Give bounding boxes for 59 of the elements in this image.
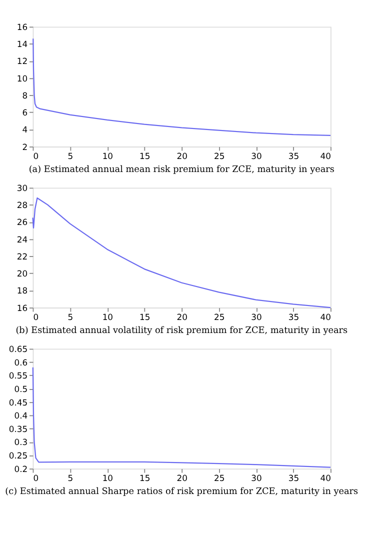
y-tick-label: 14 — [16, 39, 28, 50]
y-tick-label: 12 — [16, 56, 28, 66]
line-series — [32, 366, 332, 468]
line-series — [32, 38, 332, 136]
y-tick-label: 0.25 — [8, 450, 28, 461]
y-tick-label: 26 — [16, 217, 28, 228]
y-tick-label: 0.4 — [14, 410, 28, 421]
y-tick-label: 8 — [22, 90, 28, 100]
y-tick-label: 4 — [22, 124, 28, 135]
y-tick-label: 24 — [16, 234, 28, 244]
x-tick-label: 20 — [176, 312, 188, 322]
text: (c) Estimated annual Sharpe ratios of risk premium for ZCE, maturity in years — [5, 486, 359, 497]
y-tick-label: 6 — [22, 108, 28, 118]
y-tick-label: 10 — [16, 73, 28, 84]
x-tick-label: 40 — [320, 151, 331, 162]
x-tick-label: 5 — [68, 312, 74, 322]
y-tick-label: 16 — [16, 302, 28, 313]
x-tick-label: 20 — [176, 473, 188, 484]
x-tick-label: 10 — [102, 151, 114, 162]
x-tick-label: 10 — [102, 312, 114, 322]
y-tick-label: 18 — [16, 286, 28, 296]
y-tick-label: 0.3 — [14, 437, 28, 448]
x-tick-label: 25 — [214, 473, 225, 484]
x-tick-label: 30 — [251, 312, 262, 322]
x-tick-label: 15 — [140, 151, 150, 162]
x-tick-label: 35 — [288, 473, 300, 484]
y-tick-label: 0.6 — [14, 357, 28, 368]
x-tick-label: 15 — [140, 312, 150, 322]
y-tick-label: 0.5 — [14, 384, 28, 394]
x-tick-label: 10 — [102, 473, 114, 484]
y-tick-label: 2 — [22, 142, 28, 152]
x-tick-label: 20 — [176, 151, 188, 162]
x-tick-label: 15 — [140, 473, 150, 484]
y-tick-label: 16 — [16, 22, 28, 32]
line-series — [32, 197, 332, 308]
y-tick-label: 20 — [16, 268, 28, 279]
x-tick-label: 40 — [320, 473, 331, 484]
y-tick-label: 22 — [16, 251, 28, 262]
x-tick-label: 35 — [288, 151, 300, 162]
text: (b) Estimated annual volatility of risk premium for ZCE, maturity in years — [16, 326, 348, 336]
text: (a) Estimated annual mean risk premium for ZCE, maturity in years — [28, 164, 335, 175]
x-tick-label: 0 — [33, 473, 39, 484]
x-tick-label: 40 — [320, 312, 331, 322]
y-tick-label: 0.45 — [8, 397, 28, 408]
y-tick-label: 0.2 — [14, 464, 28, 474]
x-tick-label: 5 — [68, 473, 74, 484]
y-tick-label: 28 — [16, 200, 28, 210]
x-tick-label: 0 — [33, 151, 39, 162]
x-tick-label: 30 — [251, 151, 262, 162]
x-tick-label: 5 — [68, 151, 74, 162]
y-tick-label: 0.65 — [8, 344, 28, 354]
y-tick-label: 0.55 — [8, 370, 28, 381]
x-tick-label: 0 — [33, 312, 39, 322]
y-tick-label: 0.35 — [8, 424, 28, 434]
x-tick-label: 30 — [251, 473, 262, 484]
x-tick-label: 35 — [288, 312, 300, 322]
y-tick-label: 30 — [16, 182, 28, 193]
x-tick-label: 25 — [214, 312, 225, 322]
x-tick-label: 25 — [214, 151, 225, 162]
